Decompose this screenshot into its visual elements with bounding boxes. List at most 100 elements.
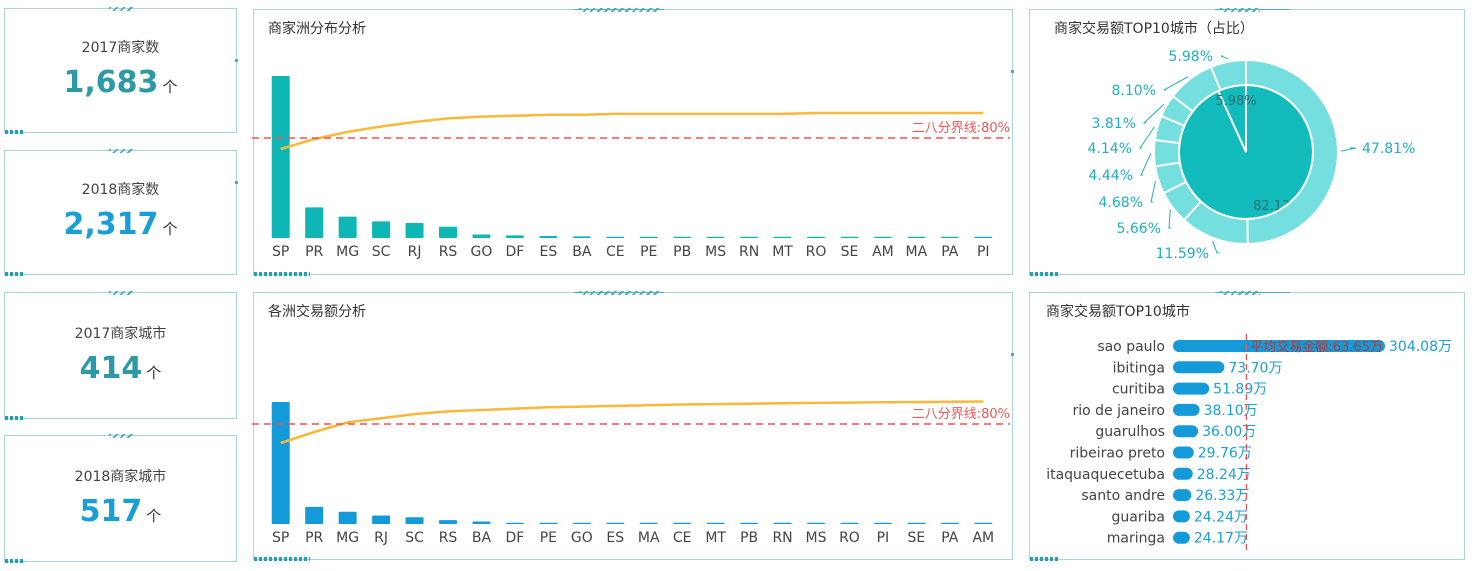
x-tick-label: BA — [572, 244, 592, 260]
x-tick-label: MS — [806, 530, 827, 546]
stat-label: 2018商家城市 — [74, 469, 167, 485]
bar — [639, 236, 658, 238]
bar — [271, 402, 290, 524]
y-tick-label: guarulhos — [1095, 424, 1165, 440]
x-tick-label: ES — [606, 530, 624, 546]
x-tick-label: SE — [907, 530, 925, 546]
inner-slice-label: 5.98% — [1215, 94, 1256, 109]
threshold-label: 二八分界线:80% — [912, 121, 1010, 136]
outer-slice — [1209, 58, 1247, 92]
bar — [338, 511, 357, 524]
bar — [405, 517, 424, 524]
label-leader — [1150, 180, 1156, 203]
x-tick-label: RN — [739, 244, 759, 260]
x-tick-label: MA — [638, 530, 660, 546]
bar — [271, 76, 290, 238]
data-label: 29.76万 — [1198, 446, 1252, 462]
outer-slice-label: 4.44% — [1089, 168, 1133, 184]
stat-card-2017-merchants: 2017商家数 1,683 个 — [4, 7, 238, 134]
bar — [1173, 425, 1199, 438]
y-tick-label: guariba — [1112, 509, 1165, 525]
bar — [405, 223, 424, 238]
label-leader — [1139, 126, 1155, 149]
bar — [305, 506, 324, 524]
stat-value: 517 个 — [79, 494, 162, 529]
stat-label: 2018商家数 — [81, 182, 160, 198]
bar — [439, 226, 457, 238]
bar — [873, 236, 892, 238]
x-tick-label: RO — [839, 530, 860, 546]
y-tick-label: itaquaquecetuba — [1046, 467, 1165, 483]
stat-label: 2017商家城市 — [74, 326, 167, 342]
x-tick-label: PB — [740, 530, 758, 546]
outer-slice-label: 3.81% — [1092, 116, 1136, 132]
bar — [505, 235, 524, 238]
outer-slice-label: 4.68% — [1099, 195, 1143, 211]
bar — [807, 236, 825, 238]
x-tick-label: DF — [505, 244, 524, 260]
x-tick-label: PI — [877, 530, 890, 546]
outer-slice — [1153, 138, 1181, 168]
bar — [472, 521, 491, 524]
label-leader — [1168, 209, 1171, 229]
bar — [1173, 361, 1225, 374]
label-leader — [1340, 147, 1357, 152]
data-label: 304.08万 — [1389, 339, 1452, 355]
outer-slice-label: 47.81% — [1362, 141, 1415, 157]
outer-slice-label: 8.10% — [1112, 83, 1156, 99]
bar — [907, 522, 926, 524]
bar — [639, 522, 658, 524]
x-tick-label: CE — [606, 244, 625, 260]
bar — [673, 236, 692, 238]
data-label: 73.70万 — [1228, 360, 1282, 376]
label-leader — [1212, 240, 1219, 254]
x-tick-label: GO — [471, 244, 493, 260]
bar — [940, 236, 959, 238]
bar — [1173, 467, 1193, 480]
data-label: 38.10万 — [1204, 403, 1258, 419]
x-tick-label: BA — [472, 530, 492, 546]
bar — [606, 236, 625, 238]
x-tick-label: RJ — [374, 530, 388, 546]
x-tick-label: SP — [272, 244, 289, 260]
bar — [673, 522, 692, 524]
bar — [1173, 382, 1210, 395]
bar — [773, 236, 792, 238]
state-sales-panel: 各洲交易额分析 — [253, 291, 1014, 561]
bar — [807, 522, 825, 524]
x-tick-label: PE — [640, 244, 657, 260]
bar — [338, 216, 357, 238]
x-tick-label: SC — [405, 530, 424, 546]
bar — [740, 522, 759, 524]
stat-card-2018-cities: 2018商家城市 517 个 — [4, 434, 237, 563]
stat-value: 1,683 个 — [63, 65, 178, 100]
bar — [572, 522, 591, 524]
bar — [305, 207, 324, 238]
bar — [505, 522, 524, 524]
x-tick-label: PA — [941, 244, 959, 260]
average-label: 平均交易金额:63.65万 — [1250, 339, 1383, 355]
x-tick-label: MT — [705, 530, 726, 546]
outer-slice-label: 5.98% — [1169, 49, 1213, 65]
chart-title: 各洲交易额分析 — [268, 304, 366, 320]
x-tick-label: MS — [705, 244, 726, 260]
x-tick-label: MA — [906, 244, 928, 260]
outer-slice-label: 11.59% — [1156, 246, 1209, 262]
outer-slice — [1245, 58, 1339, 246]
x-tick-label: RJ — [408, 244, 422, 260]
x-tick-label: PE — [540, 530, 557, 546]
x-tick-label: MG — [336, 530, 359, 546]
x-tick-label: AM — [972, 530, 994, 546]
bar — [439, 520, 457, 524]
x-tick-label: PB — [673, 244, 691, 260]
x-tick-label: GO — [571, 530, 593, 546]
cumulative-line — [280, 111, 984, 151]
x-tick-label: CE — [673, 530, 692, 546]
x-tick-label: MT — [772, 244, 793, 260]
x-tick-label: SP — [272, 530, 289, 546]
outer-slice-label: 5.66% — [1117, 221, 1161, 237]
stat-card-2018-merchants: 2018商家数 2,317 个 — [4, 149, 238, 276]
bar — [1173, 446, 1194, 459]
bar — [1173, 403, 1200, 416]
